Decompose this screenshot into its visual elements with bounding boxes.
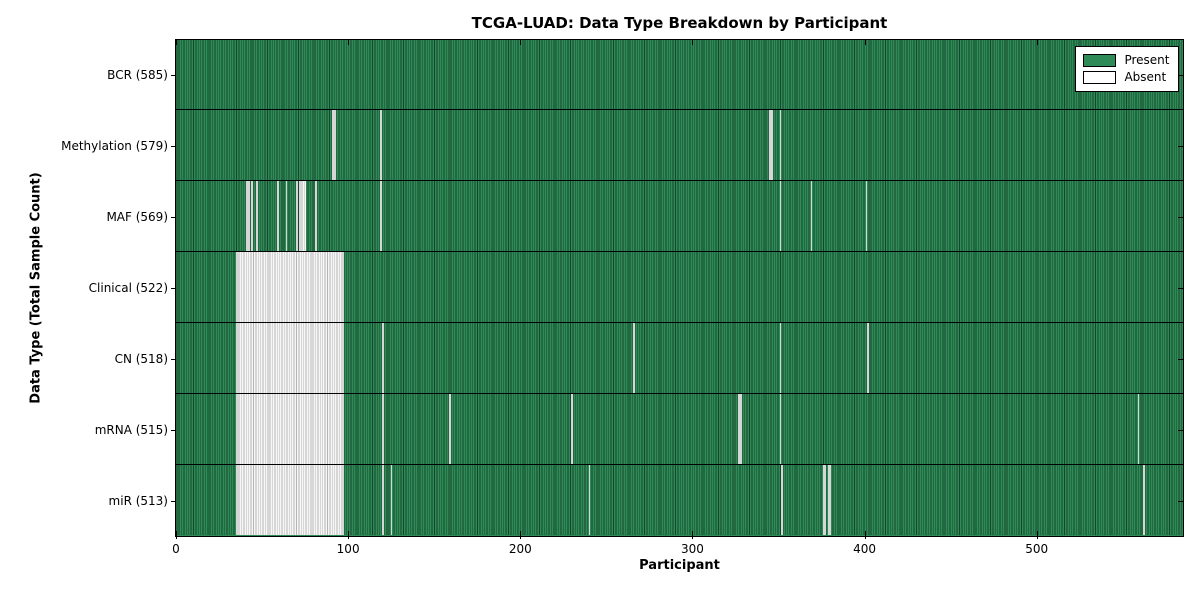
y-tick-label-MAF: MAF (569) <box>106 210 168 225</box>
legend-item-present: Present <box>1083 52 1170 69</box>
y-tick-mark <box>171 288 176 289</box>
absent-segment <box>380 181 383 252</box>
legend-item-absent: Absent <box>1083 69 1169 86</box>
present-swatch <box>1083 53 1117 67</box>
x-tick-mark <box>348 531 350 539</box>
absent-segment <box>235 322 345 393</box>
absent-segment <box>382 322 384 393</box>
absent-segment <box>256 181 259 252</box>
absent-segment <box>779 181 782 252</box>
legend: Present Absent <box>1075 45 1179 92</box>
absent-swatch <box>1083 70 1117 84</box>
plot-area: Present Absent <box>174 38 1184 537</box>
y-tick-mark <box>171 358 176 360</box>
y-tick-label-mRNA: mRNA (515) <box>94 422 168 437</box>
absent-segment <box>277 181 279 252</box>
x-tick-mark <box>176 40 177 45</box>
y-tick-label-BCR: BCR (585) <box>107 68 168 83</box>
x-tick-label-200: 200 <box>508 542 532 556</box>
y-tick-mark <box>171 429 176 431</box>
absent-segment <box>235 252 345 322</box>
absent-segment <box>382 393 384 464</box>
absent-segment <box>633 322 636 393</box>
y-tick-mark <box>171 75 176 77</box>
absent-segment <box>380 110 383 181</box>
absent-segment <box>332 110 336 181</box>
x-tick-mark <box>692 40 694 45</box>
x-tick-mark <box>1036 531 1038 539</box>
absent-segment <box>449 393 451 464</box>
absent-segment <box>235 393 345 464</box>
y-tick-mark <box>1178 75 1183 77</box>
x-tick-mark <box>1036 40 1038 45</box>
absent-segment <box>738 393 742 464</box>
chart-title: TCGA-LUAD: Data Type Breakdown by Partic… <box>471 14 888 32</box>
y-tick-mark <box>171 500 176 502</box>
y-tick-mark <box>171 146 176 148</box>
heatmap-row-BCR <box>175 39 1183 111</box>
absent-segment <box>1137 393 1140 464</box>
x-axis-title: Participant <box>639 558 720 573</box>
absent-segment <box>867 322 870 393</box>
x-tick-mark <box>348 40 350 45</box>
absent-segment <box>779 110 782 181</box>
y-tick-label-Clinical: Clinical (522) <box>88 281 168 295</box>
absent-segment <box>827 464 832 536</box>
absent-segment <box>779 393 782 464</box>
heatmap-row-Methylation <box>175 110 1183 182</box>
y-tick-label-CN: CN (518) <box>114 351 168 366</box>
absent-segment <box>822 464 827 536</box>
y-tick-mark <box>1178 146 1183 148</box>
y-tick-mark <box>171 217 176 219</box>
legend-label-absent: Absent <box>1124 70 1167 84</box>
heatmap-row-miR <box>175 464 1183 536</box>
absent-segment <box>295 181 298 252</box>
absent-segment <box>810 181 813 252</box>
y-tick-label-miR: miR (513) <box>108 493 168 508</box>
absent-segment <box>314 181 317 252</box>
y-tick-mark <box>1178 358 1183 360</box>
heatmap-row-CN <box>175 322 1183 394</box>
x-tick-mark <box>176 531 177 539</box>
absent-segment <box>588 464 591 536</box>
x-tick-label-100: 100 <box>336 542 360 556</box>
absent-segment <box>235 464 345 536</box>
absent-segment <box>781 464 784 536</box>
absent-segment <box>865 181 868 252</box>
x-tick-label-300: 300 <box>680 542 704 556</box>
x-tick-mark <box>864 40 866 45</box>
x-tick-mark <box>864 531 866 539</box>
absent-segment <box>390 464 393 536</box>
x-tick-label-500: 500 <box>1025 542 1049 556</box>
y-tick-mark <box>1178 500 1183 502</box>
x-tick-label-0: 0 <box>172 542 180 556</box>
heatmap-row-MAF <box>175 181 1183 253</box>
heatmap-row-mRNA <box>175 393 1183 465</box>
y-tick-mark <box>1178 217 1183 219</box>
y-tick-label-Methylation: Methylation (579) <box>61 139 168 154</box>
absent-segment <box>1142 464 1145 536</box>
absent-segment <box>769 110 773 181</box>
y-tick-mark <box>1178 288 1183 289</box>
y-tick-mark <box>1178 429 1183 431</box>
x-tick-mark <box>692 531 694 539</box>
absent-segment <box>779 322 782 393</box>
absent-segment <box>571 393 574 464</box>
absent-segment <box>251 181 253 252</box>
absent-segment <box>285 181 288 252</box>
x-tick-mark <box>520 40 522 45</box>
absent-segment <box>382 464 384 536</box>
legend-label-present: Present <box>1124 53 1170 67</box>
absent-segment <box>246 181 250 252</box>
heatmap-row-Clinical <box>175 252 1183 323</box>
x-tick-label-400: 400 <box>853 542 876 556</box>
x-tick-mark <box>520 531 522 539</box>
absent-segment <box>299 181 307 252</box>
